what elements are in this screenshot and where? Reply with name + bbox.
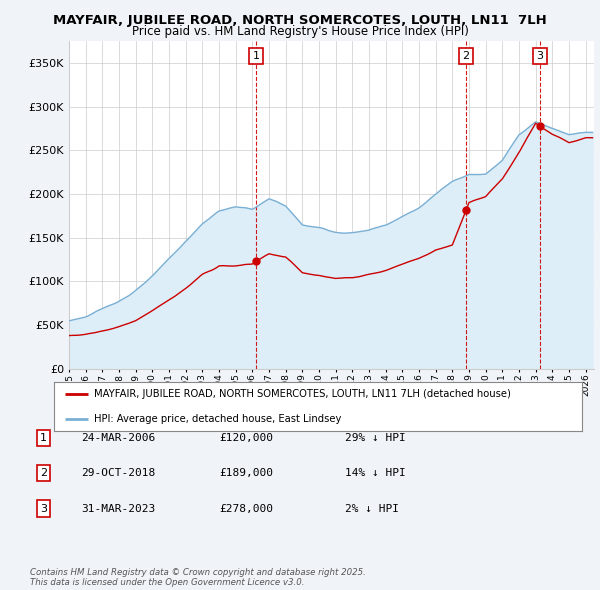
Text: 2: 2 — [40, 468, 47, 478]
Text: HPI: Average price, detached house, East Lindsey: HPI: Average price, detached house, East… — [94, 414, 341, 424]
Text: 2% ↓ HPI: 2% ↓ HPI — [345, 504, 399, 513]
Text: 29-OCT-2018: 29-OCT-2018 — [81, 468, 155, 478]
Text: 29% ↓ HPI: 29% ↓ HPI — [345, 433, 406, 442]
Text: 2: 2 — [463, 51, 470, 61]
Text: £189,000: £189,000 — [219, 468, 273, 478]
Text: 3: 3 — [536, 51, 544, 61]
Text: Price paid vs. HM Land Registry's House Price Index (HPI): Price paid vs. HM Land Registry's House … — [131, 25, 469, 38]
Text: 3: 3 — [40, 504, 47, 513]
Text: MAYFAIR, JUBILEE ROAD, NORTH SOMERCOTES, LOUTH, LN11  7LH: MAYFAIR, JUBILEE ROAD, NORTH SOMERCOTES,… — [53, 14, 547, 27]
Text: Contains HM Land Registry data © Crown copyright and database right 2025.
This d: Contains HM Land Registry data © Crown c… — [30, 568, 366, 587]
Text: £120,000: £120,000 — [219, 433, 273, 442]
Text: 1: 1 — [40, 433, 47, 442]
Text: £278,000: £278,000 — [219, 504, 273, 513]
Text: 1: 1 — [253, 51, 260, 61]
Text: 24-MAR-2006: 24-MAR-2006 — [81, 433, 155, 442]
Text: 14% ↓ HPI: 14% ↓ HPI — [345, 468, 406, 478]
Text: 31-MAR-2023: 31-MAR-2023 — [81, 504, 155, 513]
Text: MAYFAIR, JUBILEE ROAD, NORTH SOMERCOTES, LOUTH, LN11 7LH (detached house): MAYFAIR, JUBILEE ROAD, NORTH SOMERCOTES,… — [94, 389, 511, 399]
